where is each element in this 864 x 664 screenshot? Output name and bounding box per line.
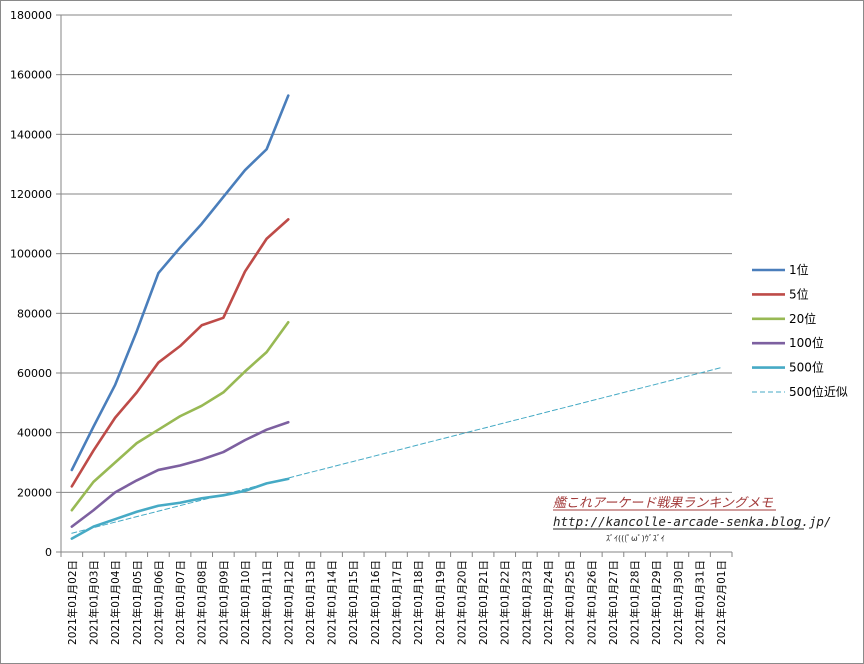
series-line-4: [70, 477, 290, 540]
x-tick-label-25: 2021年01月27日: [607, 560, 620, 645]
watermark-title: 艦これアーケード戦果ランキングメモ: [553, 496, 774, 511]
x-tick-label-24: 2021年01月26日: [585, 560, 598, 645]
x-tick-label-18: 2021年01月20日: [455, 560, 468, 645]
x-tick-label-12: 2021年01月14日: [326, 560, 339, 645]
x-tick-label-3: 2021年01月05日: [131, 560, 144, 645]
y-tick-label-8: 160000: [10, 69, 52, 82]
y-tick-label-2: 40000: [17, 427, 52, 440]
x-tick-label-7: 2021年01月09日: [217, 560, 230, 645]
x-tick-label-22: 2021年01月24日: [542, 560, 555, 645]
axes: [56, 14, 733, 557]
legend-label-0: 1位: [789, 262, 809, 277]
x-tick-label-10: 2021年01月12日: [282, 560, 295, 645]
series-line-5: [71, 367, 722, 534]
x-tick-label-2: 2021年01月04日: [109, 560, 122, 645]
legend-label-1: 5位: [789, 286, 809, 301]
x-tick-label-17: 2021年01月19日: [434, 560, 447, 645]
y-tick-label-9: 180000: [10, 9, 52, 22]
series-line-2: [70, 320, 290, 512]
x-tick-label-9: 2021年01月11日: [261, 560, 274, 645]
series-lines: [70, 94, 722, 540]
y-tick-label-7: 140000: [10, 128, 52, 141]
x-tick-label-15: 2021年01月17日: [391, 560, 404, 645]
y-tick-label-5: 100000: [10, 248, 52, 261]
legend-label-4: 500位: [789, 360, 824, 375]
y-tick-label-0: 0: [45, 546, 52, 559]
legend-label-5: 500位近似: [789, 384, 848, 399]
y-axis-ticks: 0 20000 40000 60000 80000 100000 120000 140000 1…: [10, 9, 52, 559]
x-tick-label-16: 2021年01月18日: [412, 560, 425, 645]
x-tick-label-5: 2021年01月07日: [174, 560, 187, 645]
x-tick-label-4: 2021年01月06日: [152, 560, 165, 645]
x-tick-label-13: 2021年01月15日: [347, 560, 360, 645]
series-line-1: [70, 218, 290, 488]
y-tick-label-4: 80000: [17, 307, 52, 320]
x-tick-label-1: 2021年01月03日: [87, 560, 100, 645]
x-tick-label-11: 2021年01月13日: [304, 560, 317, 645]
x-tick-label-30: 2021年02月01日: [715, 560, 728, 645]
legend-label-2: 20位: [789, 311, 816, 326]
y-tick-label-6: 120000: [10, 188, 52, 201]
x-tick-label-8: 2021年01月10日: [239, 560, 252, 645]
watermark: 艦これアーケード戦果ランキングメモ http://kancolle-arcade…: [553, 496, 831, 543]
y-tick-label-3: 60000: [17, 367, 52, 380]
x-axis-ticks: 2021年01月02日 2021年01月03日 2021年01月04日 2021年01…: [66, 560, 728, 645]
legend: 1位 5位 20位 100位 500位 500位近似: [752, 262, 848, 399]
x-tick-label-28: 2021年01月30日: [672, 560, 685, 645]
x-tick-label-19: 2021年01月21日: [477, 560, 490, 645]
watermark-tagline: ｽﾞｲ(((ﾟωﾟ)ｳﾞｽﾞｲ: [606, 534, 665, 543]
x-tick-label-23: 2021年01月25日: [564, 560, 577, 645]
x-tick-label-26: 2021年01月28日: [629, 560, 642, 645]
x-tick-label-6: 2021年01月08日: [196, 560, 209, 645]
x-tick-label-20: 2021年01月22日: [499, 560, 512, 645]
x-tick-label-29: 2021年01月31日: [694, 560, 707, 645]
series-line-0: [70, 94, 290, 472]
x-tick-label-14: 2021年01月16日: [369, 560, 382, 645]
grid: [61, 14, 732, 553]
x-tick-label-27: 2021年01月29日: [650, 560, 663, 645]
y-tick-label-1: 20000: [17, 486, 52, 499]
watermark-url[interactable]: http://kancolle-arcade-senka.blog.jp/: [553, 514, 831, 529]
x-tick-label-0: 2021年01月02日: [66, 560, 79, 645]
x-tick-label-21: 2021年01月23日: [520, 560, 533, 645]
series-line-3: [70, 420, 290, 528]
legend-label-3: 100位: [789, 335, 824, 350]
